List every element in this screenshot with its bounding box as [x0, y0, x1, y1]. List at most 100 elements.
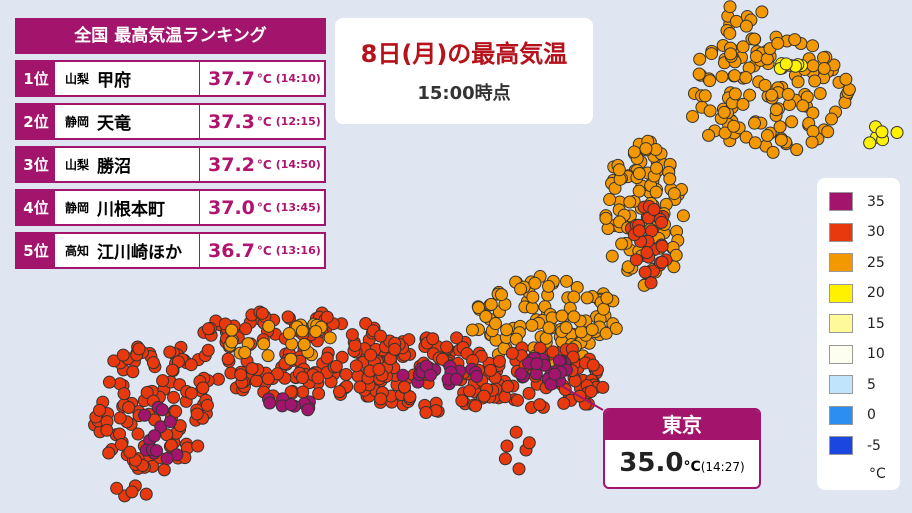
station-dot	[320, 351, 334, 365]
legend-swatch	[829, 314, 853, 333]
station-dot	[766, 145, 780, 159]
callout-body: 35.0°C(14:27)	[605, 448, 759, 478]
unit: °C	[256, 200, 272, 215]
ranking-row: 4位 静岡 川根本町 37.0 °C (13:45)	[15, 189, 326, 226]
station-dot	[760, 128, 774, 142]
station-dot	[397, 380, 411, 394]
legend-label: 0	[867, 407, 876, 423]
station-dot	[494, 288, 508, 302]
legend-unit-row: °C	[855, 466, 886, 482]
station-dot	[765, 88, 779, 102]
station-dot	[788, 33, 802, 47]
station-dot	[615, 237, 629, 251]
rank: 1位	[17, 62, 55, 95]
station-dot	[612, 163, 626, 177]
station-dot	[285, 337, 299, 351]
station-dot	[160, 452, 174, 466]
station-dot	[808, 74, 822, 88]
station-dot	[225, 323, 239, 337]
station-dot	[632, 166, 646, 180]
station-dot	[139, 487, 153, 501]
station-dot	[546, 345, 560, 359]
unit: °C	[256, 157, 272, 172]
legend-item: 0	[829, 405, 876, 425]
station-dot	[806, 39, 820, 53]
station-dot	[805, 135, 819, 149]
station-dot	[489, 317, 503, 331]
rank: 4位	[17, 191, 55, 224]
station-dot	[484, 363, 498, 377]
station-dot	[282, 326, 296, 340]
legend: 35 30 25 20 15 10 5 0 -5 °C	[817, 178, 900, 490]
callout-time: (14:27)	[700, 460, 745, 474]
station-dot	[522, 436, 536, 450]
station-dot	[702, 128, 716, 142]
station-dot	[284, 352, 298, 366]
station-dot	[717, 105, 731, 119]
legend-item: -5	[829, 436, 881, 455]
station-dot	[112, 427, 126, 441]
station-dot	[509, 425, 523, 439]
station-dot	[779, 57, 793, 71]
legend-swatch	[829, 344, 853, 364]
station-dot	[522, 386, 536, 400]
station-dot	[875, 125, 889, 139]
unit: °C	[256, 71, 272, 86]
station-dot	[510, 393, 524, 407]
station-dot	[147, 429, 161, 443]
station-dot	[505, 346, 519, 360]
station-dot	[419, 405, 433, 419]
station-dot	[165, 363, 179, 377]
header-subtitle: 15:00時点	[417, 83, 511, 104]
ranking-row: 2位 静岡 天竜 37.3 °C (12:15)	[15, 103, 326, 140]
station-dot	[542, 321, 556, 335]
station-dot	[284, 385, 298, 399]
station-dot	[632, 224, 646, 238]
station-dot	[125, 485, 139, 499]
station-dot	[548, 367, 562, 381]
city: 天竜	[97, 114, 131, 134]
temperature-cell: 37.0 °C (13:45)	[199, 191, 321, 224]
station-dot	[255, 306, 269, 320]
station-dot	[123, 445, 137, 459]
station-dot	[512, 462, 526, 476]
station-dot	[107, 354, 121, 368]
station-dot	[705, 47, 719, 61]
ranking-row: 5位 高知 江川崎ほか 36.7 °C (13:16)	[15, 232, 326, 269]
station-dot	[817, 61, 831, 75]
temperature-cell: 37.7 °C (14:10)	[199, 62, 321, 95]
station-dot	[320, 310, 334, 324]
callout: 東京 35.0°C(14:27)	[603, 408, 761, 489]
temperature: 37.0	[208, 196, 255, 219]
station-dot	[309, 324, 323, 338]
station-dot	[295, 371, 309, 385]
legend-swatch	[829, 436, 853, 455]
station-dot	[736, 40, 750, 54]
station-dot	[312, 387, 326, 401]
station-dot	[364, 348, 378, 362]
station-dot	[514, 282, 528, 296]
legend-item: 15	[829, 314, 885, 333]
station-dot	[191, 439, 205, 453]
station-dot	[693, 52, 707, 66]
station-dot	[728, 87, 742, 101]
legend-swatch	[829, 253, 853, 272]
station-dot	[533, 398, 547, 412]
station-dot	[555, 309, 569, 323]
station-dot	[692, 67, 706, 81]
city: 江川崎ほか	[97, 243, 182, 263]
rank: 2位	[17, 105, 55, 138]
time: (13:16)	[275, 244, 321, 257]
unit: °C	[256, 114, 272, 129]
station-dot	[890, 126, 904, 140]
station-dot	[655, 239, 669, 253]
station-dot	[629, 253, 643, 267]
station-dot	[184, 386, 198, 400]
station-dot	[605, 249, 619, 263]
station-dot	[262, 319, 276, 333]
station-dot	[353, 380, 367, 394]
station-dot	[817, 51, 831, 65]
station-dot	[599, 211, 613, 225]
station-dot	[388, 342, 402, 356]
station-dot	[727, 119, 741, 133]
